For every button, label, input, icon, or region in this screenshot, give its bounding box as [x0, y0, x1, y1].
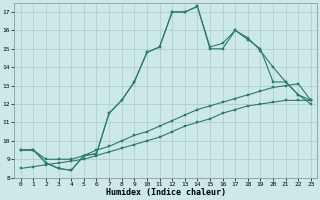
X-axis label: Humidex (Indice chaleur): Humidex (Indice chaleur)	[106, 188, 226, 197]
